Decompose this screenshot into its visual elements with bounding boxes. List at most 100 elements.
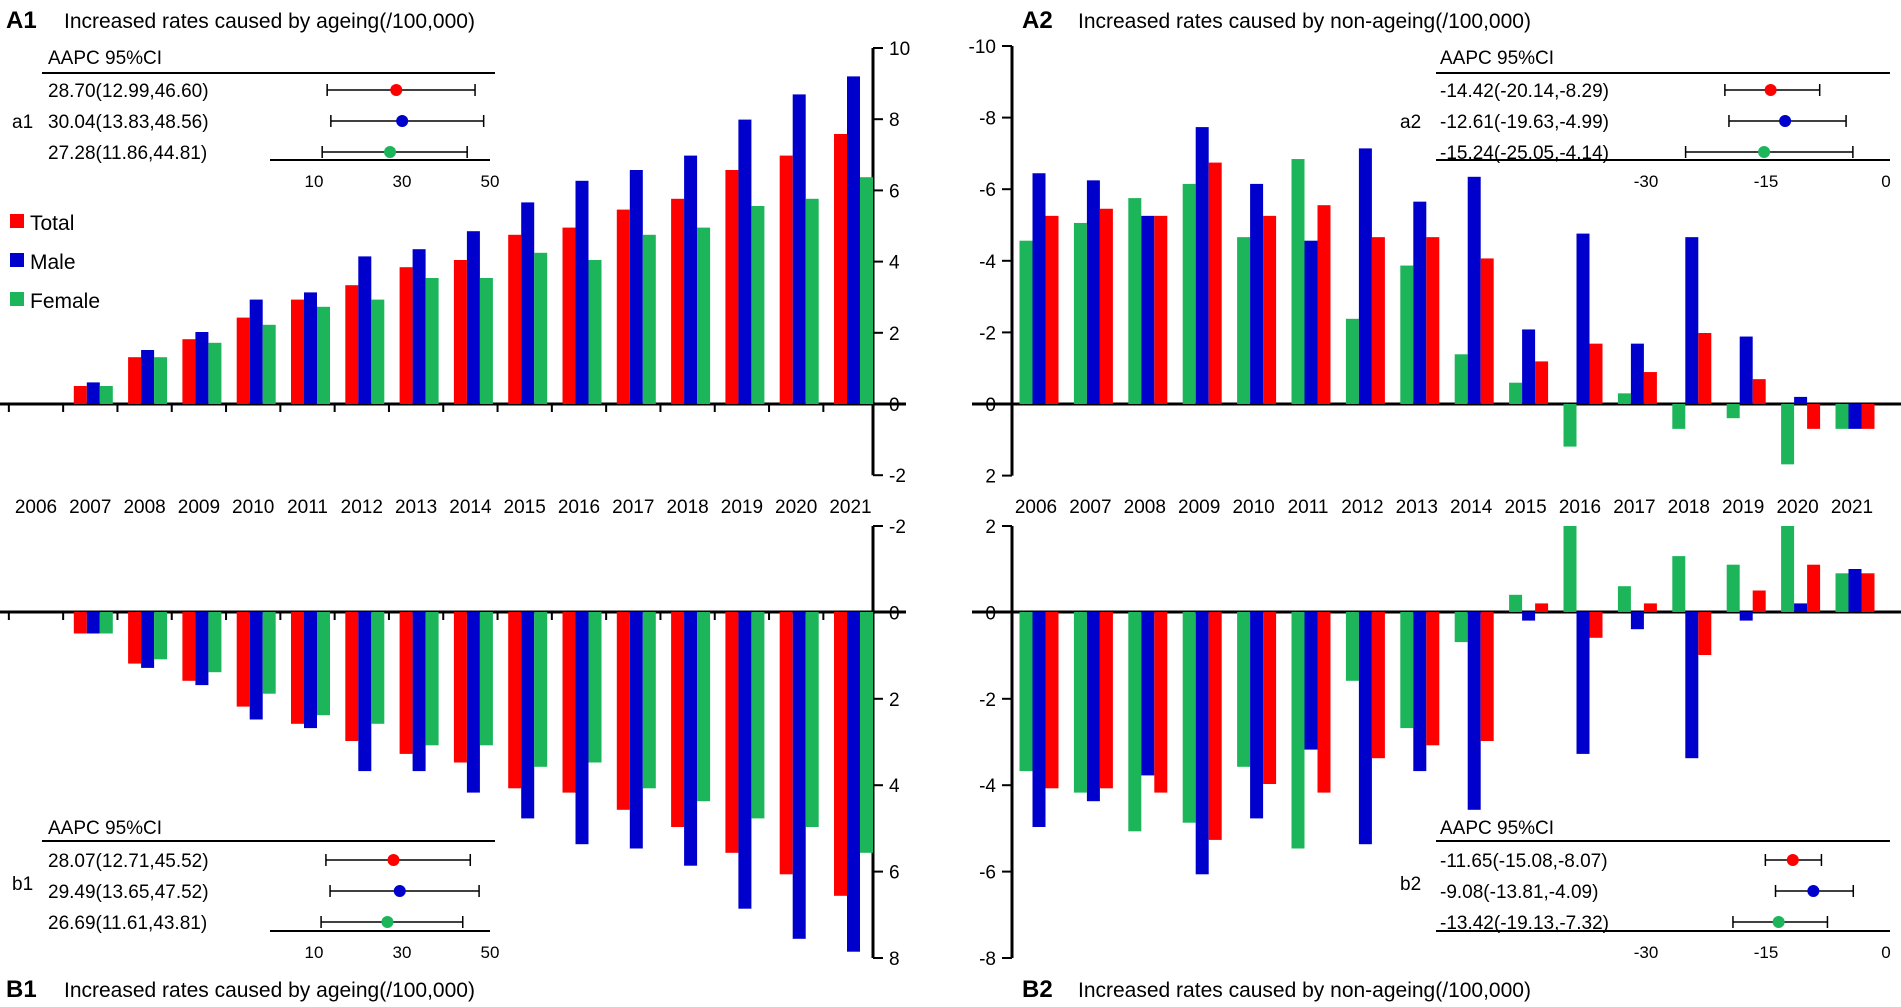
bar-a2-female-2012 <box>1345 318 1359 404</box>
bar-b1-female-2009 <box>208 612 222 673</box>
bar-a1-male-2019 <box>738 119 752 404</box>
bar-a1-female-2020 <box>805 198 819 404</box>
bar-b1-total-2020 <box>779 612 793 875</box>
bar-a1-female-2017 <box>642 234 656 404</box>
bar-a1-female-2012 <box>371 299 385 404</box>
bar-a1-female-2009 <box>208 342 222 404</box>
bar-b2-female-2011 <box>1291 612 1305 849</box>
forest-header-a1: AAPC 95%CI <box>48 48 162 69</box>
x-tick-label-a1: 2013 <box>395 497 437 518</box>
bar-a2-male-2015 <box>1522 329 1536 404</box>
bar-a2-female-2013 <box>1400 265 1414 404</box>
legend-label-female: Female <box>30 290 100 313</box>
forest-row-text-b2: -13.42(-19.13,-7.32) <box>1440 913 1609 934</box>
bar-b2-male-2009 <box>1195 612 1209 875</box>
y-tick-label-a2: -2 <box>979 323 996 344</box>
bar-a2-total-2007 <box>1099 208 1113 404</box>
bar-a2-male-2013 <box>1413 201 1427 404</box>
bar-a2-female-2021 <box>1835 404 1849 429</box>
forest-tick-label-a2: -15 <box>1754 172 1779 191</box>
y-tick-label-b1: 4 <box>889 776 900 797</box>
bar-a1-total-2011 <box>291 299 304 404</box>
bar-a2-total-2021 <box>1861 404 1875 429</box>
bar-b2-male-2015 <box>1522 612 1536 621</box>
bar-a2-female-2016 <box>1563 404 1577 447</box>
bar-a1-total-2013 <box>399 267 413 404</box>
forest-row-text-b2: -11.65(-15.08,-8.07) <box>1440 851 1608 872</box>
bar-b1-female-2008 <box>154 612 168 660</box>
forest-point-b2 <box>1786 854 1799 866</box>
bar-a2-female-2014 <box>1454 354 1468 404</box>
forest-tick-label-b2: -15 <box>1754 943 1779 962</box>
bar-a1-female-2016 <box>588 260 602 404</box>
forest-tick-label-a2: -30 <box>1634 172 1659 191</box>
forest-tick-label-b1: 50 <box>481 943 500 962</box>
bar-b2-male-2007 <box>1086 612 1100 802</box>
forest-row-text-a1: 28.70(12.99,46.60) <box>48 81 209 102</box>
bar-b2-total-2013 <box>1426 612 1440 746</box>
x-tick-label-a2: 2020 <box>1776 497 1818 518</box>
y-tick-label-b1: 0 <box>889 603 900 624</box>
forest-tick-label-a1: 30 <box>393 172 412 191</box>
y-tick-label-b2: -6 <box>979 863 996 884</box>
y-tick-label-b1: 6 <box>889 863 900 884</box>
x-tick-label-a2: 2012 <box>1341 497 1383 518</box>
bar-a1-male-2020 <box>792 94 806 405</box>
bar-a2-male-2019 <box>1739 336 1753 404</box>
bar-b1-female-2011 <box>317 612 330 716</box>
bar-b2-female-2017 <box>1617 586 1631 612</box>
x-tick-label-a2: 2013 <box>1396 497 1438 518</box>
legend-label-total: Total <box>30 212 74 235</box>
x-tick-label-a2: 2021 <box>1831 497 1873 518</box>
bar-a1-total-2009 <box>182 339 196 404</box>
x-tick-label-a2: 2014 <box>1450 497 1493 518</box>
bar-a1-male-2021 <box>847 76 860 405</box>
bar-a1-female-2015 <box>534 252 548 404</box>
x-tick-label-a1: 2020 <box>775 497 817 518</box>
bar-a2-male-2021 <box>1848 404 1862 429</box>
bar-a2-total-2016 <box>1589 343 1603 404</box>
bar-b1-female-2014 <box>479 612 493 746</box>
legend-swatch-total <box>10 214 24 228</box>
bar-b1-total-2018 <box>671 612 685 827</box>
bar-b1-male-2011 <box>304 612 317 729</box>
bar-a1-total-2020 <box>779 155 793 404</box>
forest-tick-label-b2: 0 <box>1881 943 1890 962</box>
forest-row-text-a1: 30.04(13.83,48.56) <box>48 112 209 133</box>
bar-b1-female-2016 <box>588 612 602 763</box>
bar-a2-total-2019 <box>1752 379 1766 404</box>
bar-b1-male-2018 <box>684 612 698 866</box>
bar-b2-female-2007 <box>1073 612 1087 793</box>
bar-b1-male-2007 <box>86 612 100 634</box>
bar-b1-male-2013 <box>412 612 426 772</box>
bar-a1-total-2018 <box>671 198 685 404</box>
y-tick-label-b2: 2 <box>985 517 996 538</box>
bar-b1-male-2020 <box>792 612 806 939</box>
panel-label-a2: A2 <box>1022 7 1053 34</box>
bar-a2-total-2012 <box>1371 237 1385 404</box>
bar-a1-male-2016 <box>575 180 589 404</box>
bar-b2-male-2020 <box>1794 603 1808 612</box>
bar-a1-total-2012 <box>345 285 359 404</box>
bar-a1-total-2017 <box>616 209 630 404</box>
forest-row-text-b1: 28.07(12.71,45.52) <box>48 851 209 872</box>
bar-a1-female-2013 <box>425 278 439 404</box>
chart-title-a1: Increased rates caused by ageing(/100,00… <box>64 10 475 33</box>
bar-a1-total-2010 <box>236 317 250 404</box>
bar-b2-female-2019 <box>1726 564 1740 612</box>
bar-a2-total-2018 <box>1698 333 1712 404</box>
x-tick-label-a2: 2008 <box>1124 497 1166 518</box>
y-tick-label-b2: -8 <box>979 949 996 970</box>
bar-a2-male-2008 <box>1141 215 1155 404</box>
x-tick-label-a2: 2009 <box>1178 497 1220 518</box>
forest-tick-label-a2: 0 <box>1881 172 1890 191</box>
bar-a1-female-2014 <box>479 278 493 404</box>
x-tick-label-a2: 2018 <box>1668 497 1710 518</box>
bar-b1-total-2014 <box>453 612 467 763</box>
bar-b2-female-2014 <box>1454 612 1468 643</box>
bar-b1-total-2015 <box>508 612 522 789</box>
x-tick-label-a1: 2010 <box>232 497 274 518</box>
bar-a1-total-2008 <box>128 357 142 404</box>
bar-a1-male-2007 <box>86 382 100 404</box>
forest-header-b2: AAPC 95%CI <box>1440 818 1554 839</box>
